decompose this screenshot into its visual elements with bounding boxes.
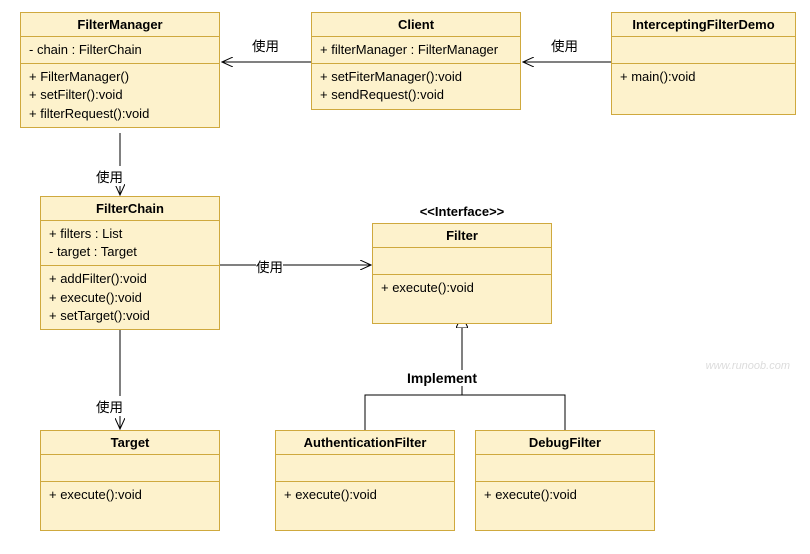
class-attrs (476, 455, 654, 482)
class-methods: + setFiterManager():void + sendRequest()… (312, 64, 520, 108)
attr: - chain : FilterChain (29, 41, 211, 59)
attr: - target : Target (49, 243, 211, 261)
class-filter: Filter + execute():void (372, 223, 552, 324)
attr: + filters : List (49, 225, 211, 243)
class-debugfilter: DebugFilter + execute():void (475, 430, 655, 531)
class-target: Target + execute():void (40, 430, 220, 531)
method: + execute():void (284, 486, 446, 504)
method: + sendRequest():void (320, 86, 512, 104)
method: + filterRequest():void (29, 105, 211, 123)
method: + execute():void (484, 486, 646, 504)
class-title: InterceptingFilterDemo (612, 13, 795, 37)
class-attrs (373, 248, 551, 275)
class-methods: + execute():void (476, 482, 654, 530)
stereotype-interface: <<Interface>> (372, 204, 552, 219)
label-implement: Implement (407, 370, 477, 386)
class-title: FilterChain (41, 197, 219, 221)
method: + execute():void (49, 289, 211, 307)
class-client: Client + filterManager : FilterManager +… (311, 12, 521, 110)
label-use: 使用 (96, 396, 123, 416)
method: + setFiterManager():void (320, 68, 512, 86)
class-attrs (41, 455, 219, 482)
class-attrs: + filters : List - target : Target (41, 221, 219, 266)
method: + FilterManager() (29, 68, 211, 86)
label-use: 使用 (96, 166, 123, 186)
class-title: DebugFilter (476, 431, 654, 455)
method: + addFilter():void (49, 270, 211, 288)
class-title: FilterManager (21, 13, 219, 37)
label-use: 使用 (256, 256, 283, 276)
class-demo: InterceptingFilterDemo + main():void (611, 12, 796, 115)
class-title: Filter (373, 224, 551, 248)
method: + execute():void (381, 279, 543, 297)
watermark: www.runoob.com (706, 360, 790, 372)
class-methods: + FilterManager() + setFilter():void + f… (21, 64, 219, 127)
class-methods: + addFilter():void + execute():void + se… (41, 266, 219, 329)
method: + setTarget():void (49, 307, 211, 325)
class-title: Target (41, 431, 219, 455)
class-attrs: - chain : FilterChain (21, 37, 219, 64)
class-authfilter: AuthenticationFilter + execute():void (275, 430, 455, 531)
label-use: 使用 (551, 35, 578, 55)
class-attrs (612, 37, 795, 64)
attr: + filterManager : FilterManager (320, 41, 512, 59)
label-use: 使用 (252, 35, 279, 55)
class-title: AuthenticationFilter (276, 431, 454, 455)
class-methods: + execute():void (276, 482, 454, 530)
method: + main():void (620, 68, 787, 86)
class-filterchain: FilterChain + filters : List - target : … (40, 196, 220, 330)
class-filtermanager: FilterManager - chain : FilterChain + Fi… (20, 12, 220, 128)
class-methods: + main():void (612, 64, 795, 114)
class-methods: + execute():void (41, 482, 219, 530)
class-title: Client (312, 13, 520, 37)
class-methods: + execute():void (373, 275, 551, 323)
method: + execute():void (49, 486, 211, 504)
class-attrs (276, 455, 454, 482)
class-attrs: + filterManager : FilterManager (312, 37, 520, 64)
method: + setFilter():void (29, 86, 211, 104)
